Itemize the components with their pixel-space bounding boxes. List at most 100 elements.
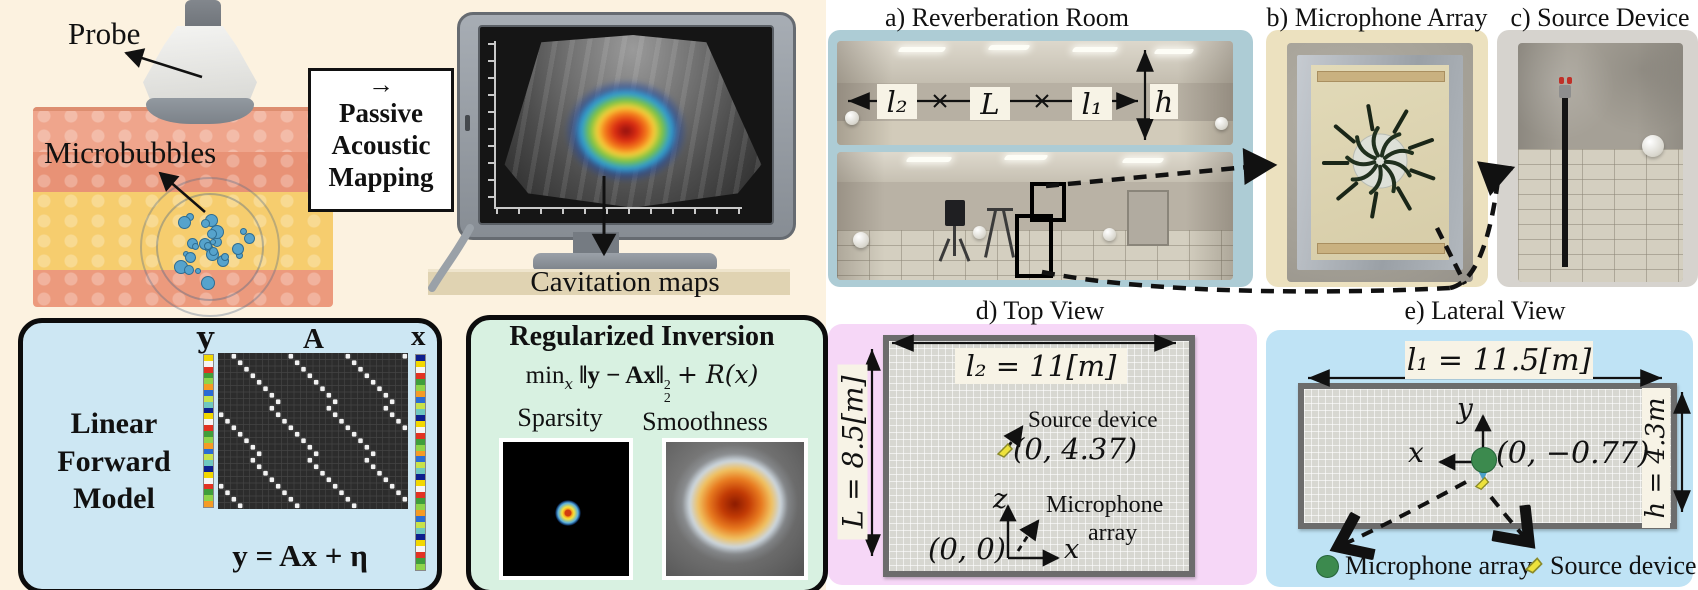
microbubble-icon (178, 216, 192, 230)
source-device-icon (1474, 476, 1490, 491)
cavitation-ring-outer (140, 177, 280, 317)
speaker-stand (953, 226, 956, 256)
microbubble-icon (204, 241, 213, 250)
vector-x-strip (415, 354, 426, 571)
vector-segment (416, 360, 425, 367)
array-batten-top (1317, 71, 1445, 82)
dim-l1-label: l₁ (1072, 86, 1112, 121)
vector-segment (204, 495, 213, 502)
top-view-mic-label-2: array (1088, 520, 1138, 546)
vector-segment (204, 489, 213, 496)
top-view-z-axis-label: z (993, 484, 1008, 515)
eq-norm-open: ‖ (579, 362, 588, 389)
ceiling-light-icon (1153, 49, 1195, 54)
legend-microphone-array-icon (1316, 555, 1339, 578)
vector-segment (416, 456, 425, 463)
vector-segment (416, 540, 425, 546)
vector-segment (416, 378, 425, 385)
microbubble-icon (192, 243, 200, 251)
table-surface (428, 269, 790, 295)
vector-segment (204, 430, 213, 437)
pam-arrow-icon: → (368, 70, 394, 99)
dim-l1-text: l₁ (1081, 86, 1103, 121)
vector-segment (416, 366, 425, 373)
reference-sphere-icon (853, 232, 869, 248)
legend-source-device-icon (1524, 557, 1543, 574)
source-pole (1562, 95, 1568, 267)
lateral-y-axis-label: y (1457, 392, 1473, 425)
top-view-source-coord: (0, 4.37) (1013, 432, 1138, 466)
screen-axis-x (494, 207, 742, 209)
probe-label: Probe (68, 16, 141, 51)
vector-segment (204, 395, 213, 402)
screen-axis-x-ticks (496, 209, 742, 214)
pam-line-3: Mapping (328, 162, 434, 193)
microbubble-icon (185, 251, 197, 263)
monitor-stand-base (533, 253, 717, 270)
microbubbles-cluster-icon (158, 195, 258, 295)
array-batten-bottom (1317, 243, 1445, 254)
vector-segment (416, 426, 425, 433)
reference-sphere-icon (845, 111, 859, 125)
room-photo-panorama-bottom (837, 152, 1233, 280)
eq-tail: + R(x) (677, 360, 759, 389)
microbubble-icon (220, 252, 229, 261)
vector-segment (416, 402, 425, 409)
vector-segment (204, 460, 213, 467)
vector-y-strip (203, 354, 214, 508)
source-led-icon (1567, 77, 1572, 84)
vector-segment (204, 413, 213, 420)
vector-segment (204, 378, 213, 385)
microbubble-icon (184, 264, 195, 275)
eq-body: y − Ax (587, 362, 656, 389)
vector-segment (416, 522, 425, 529)
lateral-x-axis-label: x (1408, 436, 1424, 469)
pam-line-2: Acoustic (331, 130, 431, 161)
microbubble-icon (200, 218, 210, 228)
vector-segment (416, 563, 425, 570)
top-view-origin-label: (0, 0) (928, 532, 1006, 566)
spiral-mic-array-icon (1320, 101, 1440, 221)
source-device-photo (1518, 43, 1683, 282)
vector-segment (416, 384, 425, 391)
vector-segment (416, 355, 425, 361)
monitor-screen (478, 25, 774, 225)
forward-equation: y = Ax + η (232, 538, 368, 573)
wall-mottle (1518, 43, 1683, 149)
probe-stem (185, 0, 221, 30)
vector-segment (204, 448, 213, 455)
ceiling-light-icon (1071, 47, 1119, 52)
vector-segment (416, 557, 425, 564)
vector-segment (204, 442, 213, 449)
smoothness-blob (672, 444, 798, 564)
top-view-width-text: l₂ = 11[m] (965, 349, 1117, 383)
microbubble-icon (208, 247, 218, 257)
vector-segment (416, 420, 425, 427)
room1-floor (837, 121, 1233, 145)
eq-sub: 2 (663, 390, 671, 406)
ceiling-light-icon (987, 45, 1031, 50)
inversion-title: Regularized Inversion (509, 321, 775, 352)
top-view-x-axis-label: x (1064, 534, 1080, 565)
vector-segment (204, 454, 213, 461)
ultrasound-image (504, 35, 762, 208)
tiled-floor (1518, 149, 1683, 282)
monitor (457, 12, 796, 240)
microbubble-icon (240, 228, 248, 236)
vector-segment (416, 498, 425, 505)
vector-segment (416, 534, 425, 541)
vector-segment (416, 396, 425, 403)
vector-segment (204, 390, 213, 396)
vector-segment (416, 468, 425, 475)
cavitation-maps-label: Cavitation maps (530, 266, 720, 298)
top-view-depth-text: L = 8.5[m] (836, 375, 869, 529)
screen-axis-y (494, 41, 496, 209)
vector-segment (204, 384, 213, 391)
sparsity-label: Sparsity (517, 403, 603, 432)
vector-segment (416, 528, 425, 535)
vector-segment (416, 372, 425, 379)
vector-segment (416, 390, 425, 397)
dim-L-text: L (980, 86, 1000, 121)
vector-segment (204, 355, 213, 361)
vector-segment (416, 492, 425, 499)
